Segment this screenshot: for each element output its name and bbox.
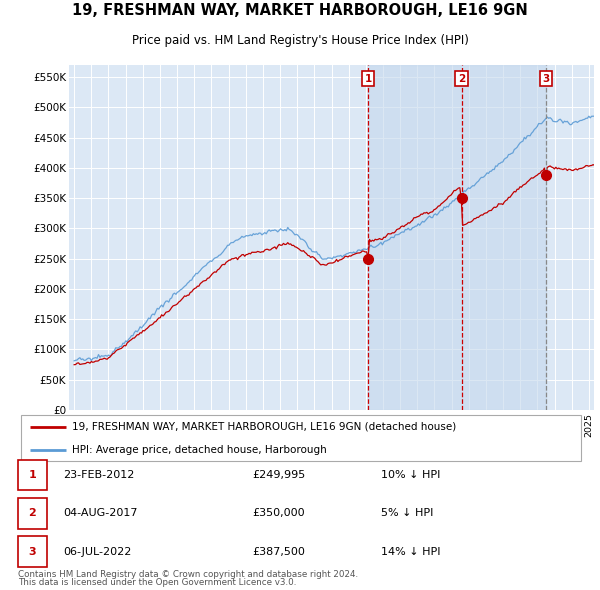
Text: 06-JUL-2022: 06-JUL-2022 [63, 547, 131, 556]
Text: Price paid vs. HM Land Registry's House Price Index (HPI): Price paid vs. HM Land Registry's House … [131, 34, 469, 47]
Text: 3: 3 [542, 74, 550, 84]
Text: 1: 1 [29, 470, 36, 480]
Text: £249,995: £249,995 [252, 470, 305, 480]
Text: 23-FEB-2012: 23-FEB-2012 [63, 470, 134, 480]
Text: 1: 1 [364, 74, 371, 84]
Text: 5% ↓ HPI: 5% ↓ HPI [381, 509, 433, 518]
Text: 14% ↓ HPI: 14% ↓ HPI [381, 547, 440, 556]
Text: £350,000: £350,000 [252, 509, 305, 518]
Text: This data is licensed under the Open Government Licence v3.0.: This data is licensed under the Open Gov… [18, 578, 296, 587]
Bar [368, 65, 546, 410]
Text: 2: 2 [458, 74, 466, 84]
Text: 3: 3 [29, 547, 36, 556]
Text: £387,500: £387,500 [252, 547, 305, 556]
Text: Contains HM Land Registry data © Crown copyright and database right 2024.: Contains HM Land Registry data © Crown c… [18, 571, 358, 579]
Text: 19, FRESHMAN WAY, MARKET HARBOROUGH, LE16 9GN (detached house): 19, FRESHMAN WAY, MARKET HARBOROUGH, LE1… [72, 421, 456, 431]
FancyBboxPatch shape [21, 415, 581, 461]
Text: 2: 2 [29, 509, 36, 518]
Text: HPI: Average price, detached house, Harborough: HPI: Average price, detached house, Harb… [72, 445, 326, 455]
Text: 04-AUG-2017: 04-AUG-2017 [63, 509, 137, 518]
Text: 10% ↓ HPI: 10% ↓ HPI [381, 470, 440, 480]
Text: 19, FRESHMAN WAY, MARKET HARBOROUGH, LE16 9GN: 19, FRESHMAN WAY, MARKET HARBOROUGH, LE1… [72, 3, 528, 18]
